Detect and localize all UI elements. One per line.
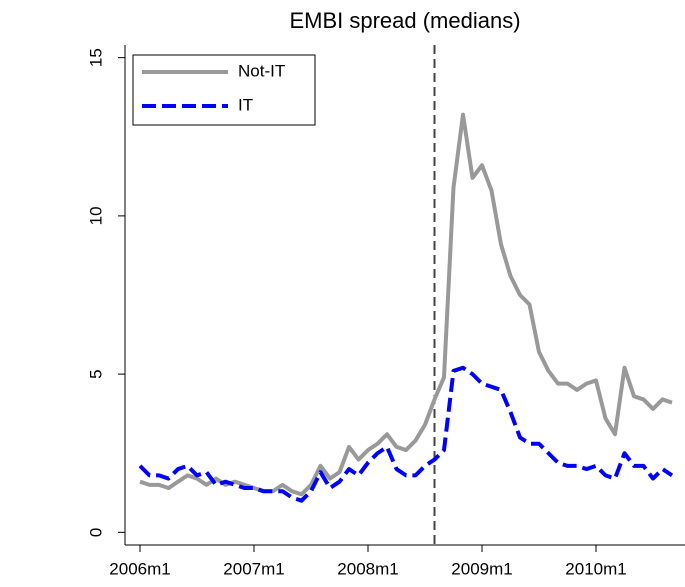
legend: Not-IT IT — [132, 54, 316, 126]
x-tick-label: 2009m1 — [451, 559, 512, 578]
series-line — [139, 112, 673, 497]
y-tick-label: 10 — [86, 206, 105, 225]
y-tick-label: 15 — [86, 48, 105, 67]
x-tick-label: 2007m1 — [223, 559, 284, 578]
y-tick-label: 0 — [86, 528, 105, 537]
x-tick-label: 2008m1 — [337, 559, 398, 578]
y-tick-label: 5 — [86, 369, 105, 378]
x-tick-label: 2010m1 — [565, 559, 626, 578]
series-line — [138, 365, 674, 503]
chart-title: EMBI spread (medians) — [289, 8, 520, 33]
legend-box — [132, 54, 316, 126]
legend-label: IT — [238, 95, 253, 114]
x-tick-label: 2006m1 — [109, 559, 170, 578]
legend-label: Not-IT — [238, 61, 285, 80]
